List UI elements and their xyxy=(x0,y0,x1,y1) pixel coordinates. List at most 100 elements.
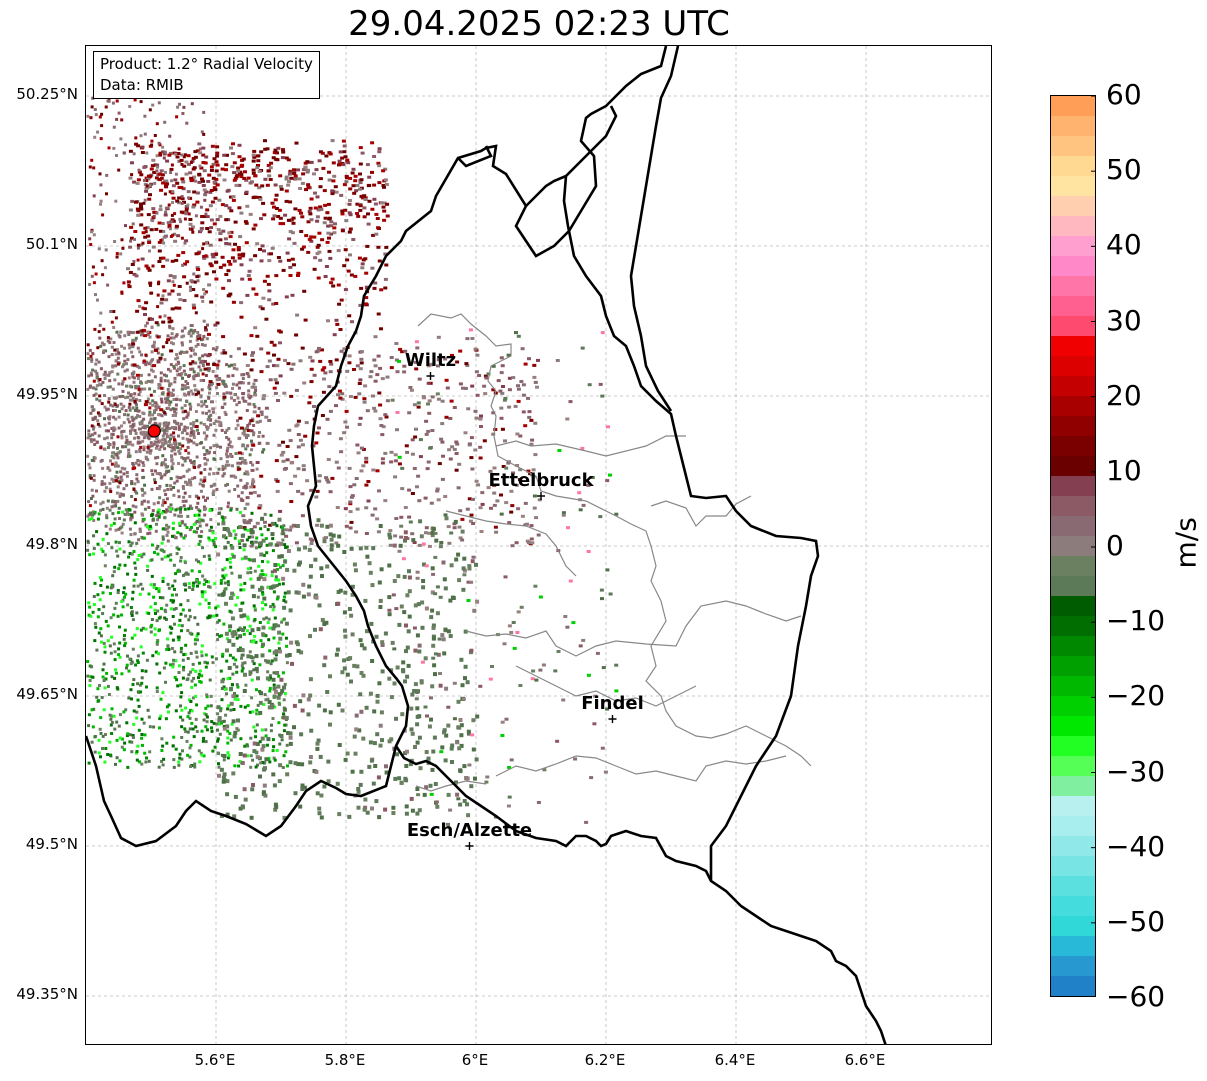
colorbar-segment xyxy=(1051,416,1095,437)
colorbar-tick-label: 10 xyxy=(1106,453,1142,487)
colorbar-segment xyxy=(1051,196,1095,217)
colorbar-segment xyxy=(1051,916,1095,937)
colorbar-segment xyxy=(1051,456,1095,477)
colorbar-segment xyxy=(1051,216,1095,237)
lon-label: 5.6°E xyxy=(194,1051,236,1069)
lon-label: 5.8°E xyxy=(324,1051,366,1069)
lat-label: 49.65°N xyxy=(16,685,78,703)
colorbar-segment xyxy=(1051,756,1095,777)
colorbar-segment xyxy=(1051,296,1095,317)
colorbar-segment xyxy=(1051,316,1095,337)
lat-label: 50.25°N xyxy=(16,85,78,103)
city-label: Ettelbruck xyxy=(488,470,594,491)
colorbar-segment xyxy=(1051,376,1095,397)
canton-border xyxy=(465,600,802,657)
colorbar-segment xyxy=(1051,856,1095,877)
radar-site-marker[interactable] xyxy=(147,424,161,438)
canton-border xyxy=(650,495,752,527)
colorbar-tick-label: −60 xyxy=(1106,980,1166,1013)
colorbar-segment xyxy=(1051,616,1095,637)
colorbar-segment xyxy=(1051,596,1095,617)
radar-map[interactable]: Wiltz Ettelbruck Findel Esch/Alzette xyxy=(85,45,992,1045)
colorbar-segment xyxy=(1051,656,1095,677)
colorbar-segment xyxy=(1051,436,1095,457)
colorbar-segment xyxy=(1051,556,1095,577)
colorbar-segment xyxy=(1051,536,1095,557)
colorbar-tick-label: 50 xyxy=(1106,153,1142,187)
colorbar-segment xyxy=(1051,256,1095,277)
data-source-label: Data: RMIB xyxy=(100,76,184,94)
colorbar-tick-label: 20 xyxy=(1106,378,1142,412)
colorbar-segment xyxy=(1051,336,1095,357)
colorbar-segment xyxy=(1051,176,1095,197)
city-marker: Findel xyxy=(581,693,644,723)
colorbar-tick-label: −30 xyxy=(1106,754,1166,788)
city-label: Findel xyxy=(581,693,644,714)
colorbar-segment xyxy=(1051,476,1095,497)
lat-label: 49.95°N xyxy=(16,385,78,403)
lon-label: 6.6°E xyxy=(844,1051,886,1069)
lon-label: 6.4°E xyxy=(714,1051,756,1069)
radar-echoes xyxy=(86,89,619,826)
colorbar xyxy=(1050,95,1096,997)
country-border xyxy=(394,745,887,1044)
borders xyxy=(86,46,887,1044)
colorbar-segment xyxy=(1051,736,1095,757)
colorbar-segment xyxy=(1051,636,1095,657)
colorbar-segment xyxy=(1051,516,1095,537)
colorbar-tick-label: −40 xyxy=(1106,829,1166,863)
canton-border xyxy=(515,665,697,707)
colorbar-segment xyxy=(1051,696,1095,717)
colorbar-segment xyxy=(1051,396,1095,417)
colorbar-segment xyxy=(1051,896,1095,917)
colorbar-tick-label: 60 xyxy=(1106,78,1142,111)
canton-border xyxy=(495,435,686,457)
colorbar-segment xyxy=(1051,836,1095,857)
lat-label: 50.1°N xyxy=(25,235,78,253)
colorbar-segment xyxy=(1051,816,1095,837)
colorbar-segment xyxy=(1051,936,1095,957)
canton-border xyxy=(495,755,787,782)
colorbar-segment xyxy=(1051,796,1095,817)
colorbar-segment xyxy=(1051,776,1095,797)
lat-label: 49.5°N xyxy=(25,835,78,853)
info-box: Product: 1.2° Radial Velocity Data: RMIB xyxy=(93,51,320,99)
colorbar-segment xyxy=(1051,956,1095,977)
colorbar-segment xyxy=(1051,116,1095,137)
canton-border xyxy=(415,780,487,792)
product-label: Product: 1.2° Radial Velocity xyxy=(100,55,313,73)
lon-label: 6.2°E xyxy=(584,1051,626,1069)
canton-border xyxy=(417,313,812,767)
colorbar-tick-label: 0 xyxy=(1106,529,1124,562)
cities: Wiltz Ettelbruck Findel Esch/Alzette xyxy=(405,350,644,850)
graticule xyxy=(86,46,991,1044)
country-border xyxy=(86,46,668,848)
colorbar-segment xyxy=(1051,236,1095,257)
colorbar-segment xyxy=(1051,496,1095,517)
lat-label: 49.8°N xyxy=(25,535,78,553)
colorbar-segment xyxy=(1051,576,1095,597)
colorbar-tick-label: 30 xyxy=(1106,303,1142,337)
map-canvas: Wiltz Ettelbruck Findel Esch/Alzette xyxy=(86,46,991,1044)
city-label: Esch/Alzette xyxy=(407,820,532,841)
colorbar-segment xyxy=(1051,976,1095,996)
colorbar-segment xyxy=(1051,136,1095,157)
map-title: 29.04.2025 02:23 UTC xyxy=(348,4,730,44)
colorbar-segment xyxy=(1051,356,1095,377)
country-border xyxy=(629,46,680,412)
city-marker: Ettelbruck xyxy=(488,470,595,500)
colorbar-tick-label: −10 xyxy=(1106,604,1166,638)
canton-border xyxy=(445,510,577,577)
lat-label: 49.35°N xyxy=(16,985,78,1003)
colorbar-segment xyxy=(1051,716,1095,737)
colorbar-tick-label: −50 xyxy=(1106,904,1166,938)
colorbar-segment xyxy=(1051,156,1095,177)
colorbar-segment xyxy=(1051,96,1095,117)
country-border xyxy=(457,145,493,168)
colorbar-segment xyxy=(1051,676,1095,697)
city-marker: Esch/Alzette xyxy=(407,820,532,850)
colorbar-segment xyxy=(1051,876,1095,897)
city-label: Wiltz xyxy=(405,350,456,371)
colorbar-segment xyxy=(1051,276,1095,297)
country-border xyxy=(562,175,820,881)
